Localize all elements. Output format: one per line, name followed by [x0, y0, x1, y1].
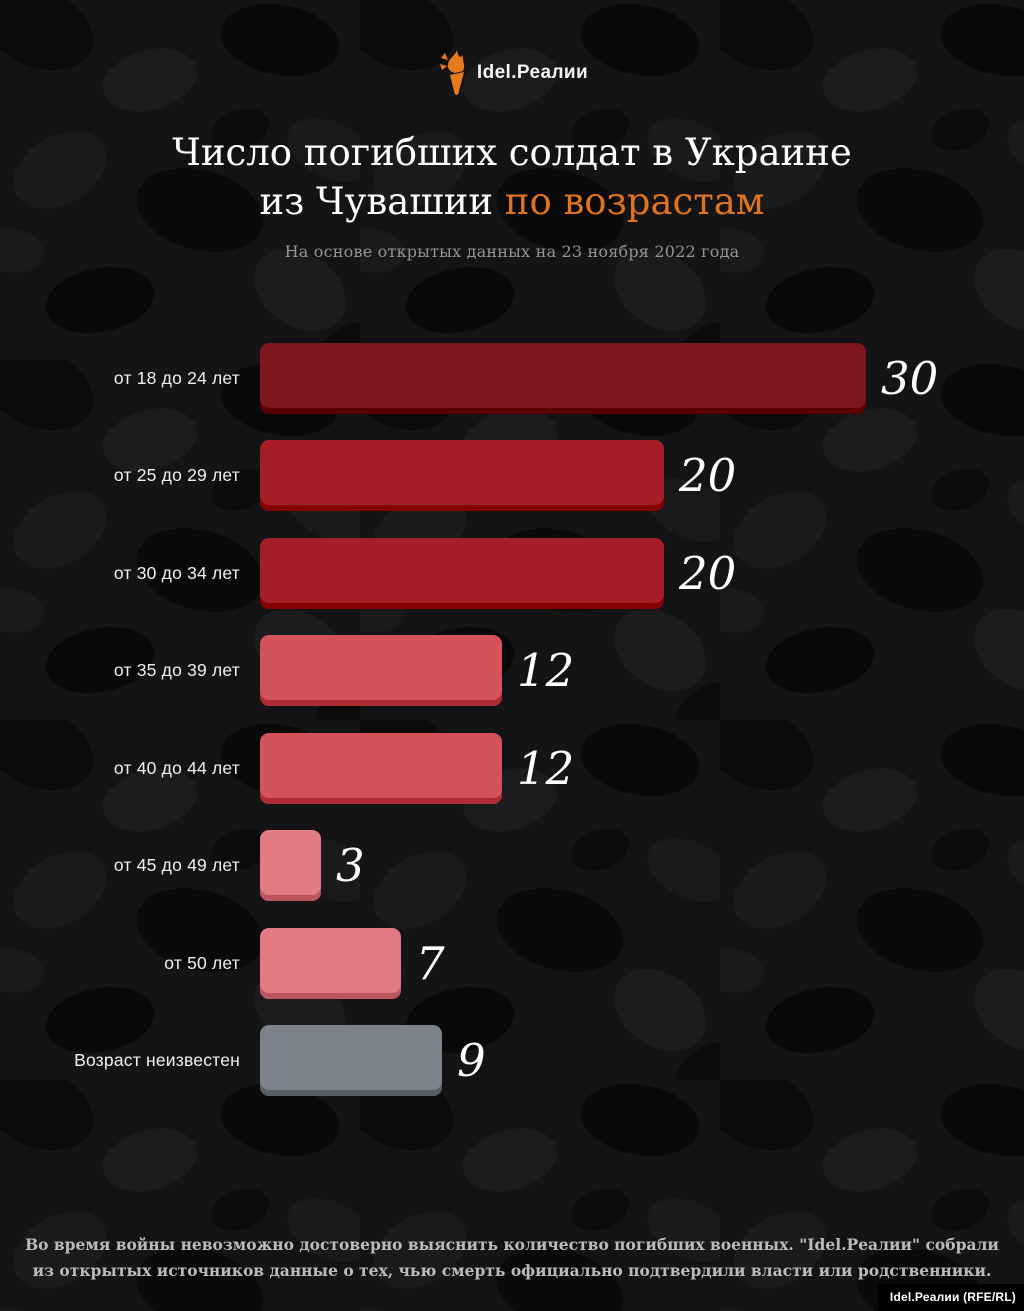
footnote-line-2: из открытых источников данные о тех, чью… [32, 1261, 992, 1280]
footnote-line-1: Во время войны невозможно достоверно выя… [25, 1235, 999, 1254]
bar-category-label: от 18 до 24 лет [113, 367, 240, 388]
bar-zone: 20 [260, 537, 737, 609]
bar-category-label: от 50 лет [164, 952, 240, 973]
bar [260, 537, 664, 609]
bar-category-label: от 40 до 44 лет [113, 757, 240, 778]
brand-logo: Idel.Реалии [436, 50, 588, 96]
bar-row: от 18 до 24 лет 30 [0, 342, 1024, 414]
title-line-2: из Чувашии по возрастам [0, 178, 1024, 227]
bar-zone: 30 [260, 342, 939, 414]
bar-row: Возраст неизвестен 9 [0, 1025, 1024, 1097]
torch-icon [439, 50, 465, 95]
bar-row: от 50 лет 7 [0, 927, 1024, 999]
title-line-2-accent: по возрастам [504, 179, 765, 223]
bar-chart: от 18 до 24 лет 30 от 25 до 29 лет 20 от… [0, 342, 1024, 1097]
bar-zone: 3 [260, 830, 365, 902]
bar-row: от 35 до 39 лет 12 [0, 635, 1024, 707]
bar [260, 830, 321, 902]
bar-row: от 30 до 34 лет 20 [0, 537, 1024, 609]
bar-value-label: 7 [416, 936, 445, 990]
watermark-badge: Idel.Реалии (RFE/RL) [877, 1284, 1024, 1311]
bar-zone: 9 [260, 1025, 486, 1097]
title-line-1: Число погибших солдат в Украине [172, 131, 852, 174]
bar-zone: 12 [260, 635, 575, 707]
bar-row: от 40 до 44 лет 12 [0, 732, 1024, 804]
brand-name: Idel.Реалии [476, 62, 589, 83]
bar-category-label: от 35 до 39 лет [113, 660, 240, 681]
bar-row: от 25 до 29 лет 20 [0, 440, 1024, 512]
bar-value-label: 12 [517, 644, 575, 698]
bar [260, 342, 866, 414]
footnote: Во время войны невозможно достоверно выя… [0, 1232, 1024, 1284]
title-line-2-white: из Чувашии [259, 179, 505, 223]
bar [260, 440, 664, 512]
bar [260, 635, 502, 707]
bar-zone: 7 [260, 927, 445, 999]
bar-value-label: 20 [679, 546, 737, 600]
bar-value-label: 20 [679, 449, 737, 503]
bar-value-label: 3 [336, 839, 365, 893]
bar-category-label: от 25 до 29 лет [113, 465, 240, 486]
bar-value-label: 9 [457, 1034, 486, 1088]
chart-subtitle: На основе открытых данных на 23 ноября 2… [284, 241, 740, 261]
bar-category-label: Возраст неизвестен [74, 1050, 240, 1071]
bar-category-label: от 30 до 34 лет [113, 562, 240, 583]
header: Idel.Реалии Число погибших солдат в Укра… [0, 0, 1024, 261]
bar-value-label: 30 [881, 351, 939, 405]
chart-title: Число погибших солдат в Украине из Чуваш… [0, 129, 1024, 227]
bar [260, 732, 502, 804]
bar-zone: 20 [260, 440, 737, 512]
bar-row: от 45 до 49 лет 3 [0, 830, 1024, 902]
bar [260, 927, 401, 999]
bar-category-label: от 45 до 49 лет [113, 855, 240, 876]
bar-value-label: 12 [517, 741, 575, 795]
bar [260, 1025, 442, 1097]
bar-zone: 12 [260, 732, 575, 804]
